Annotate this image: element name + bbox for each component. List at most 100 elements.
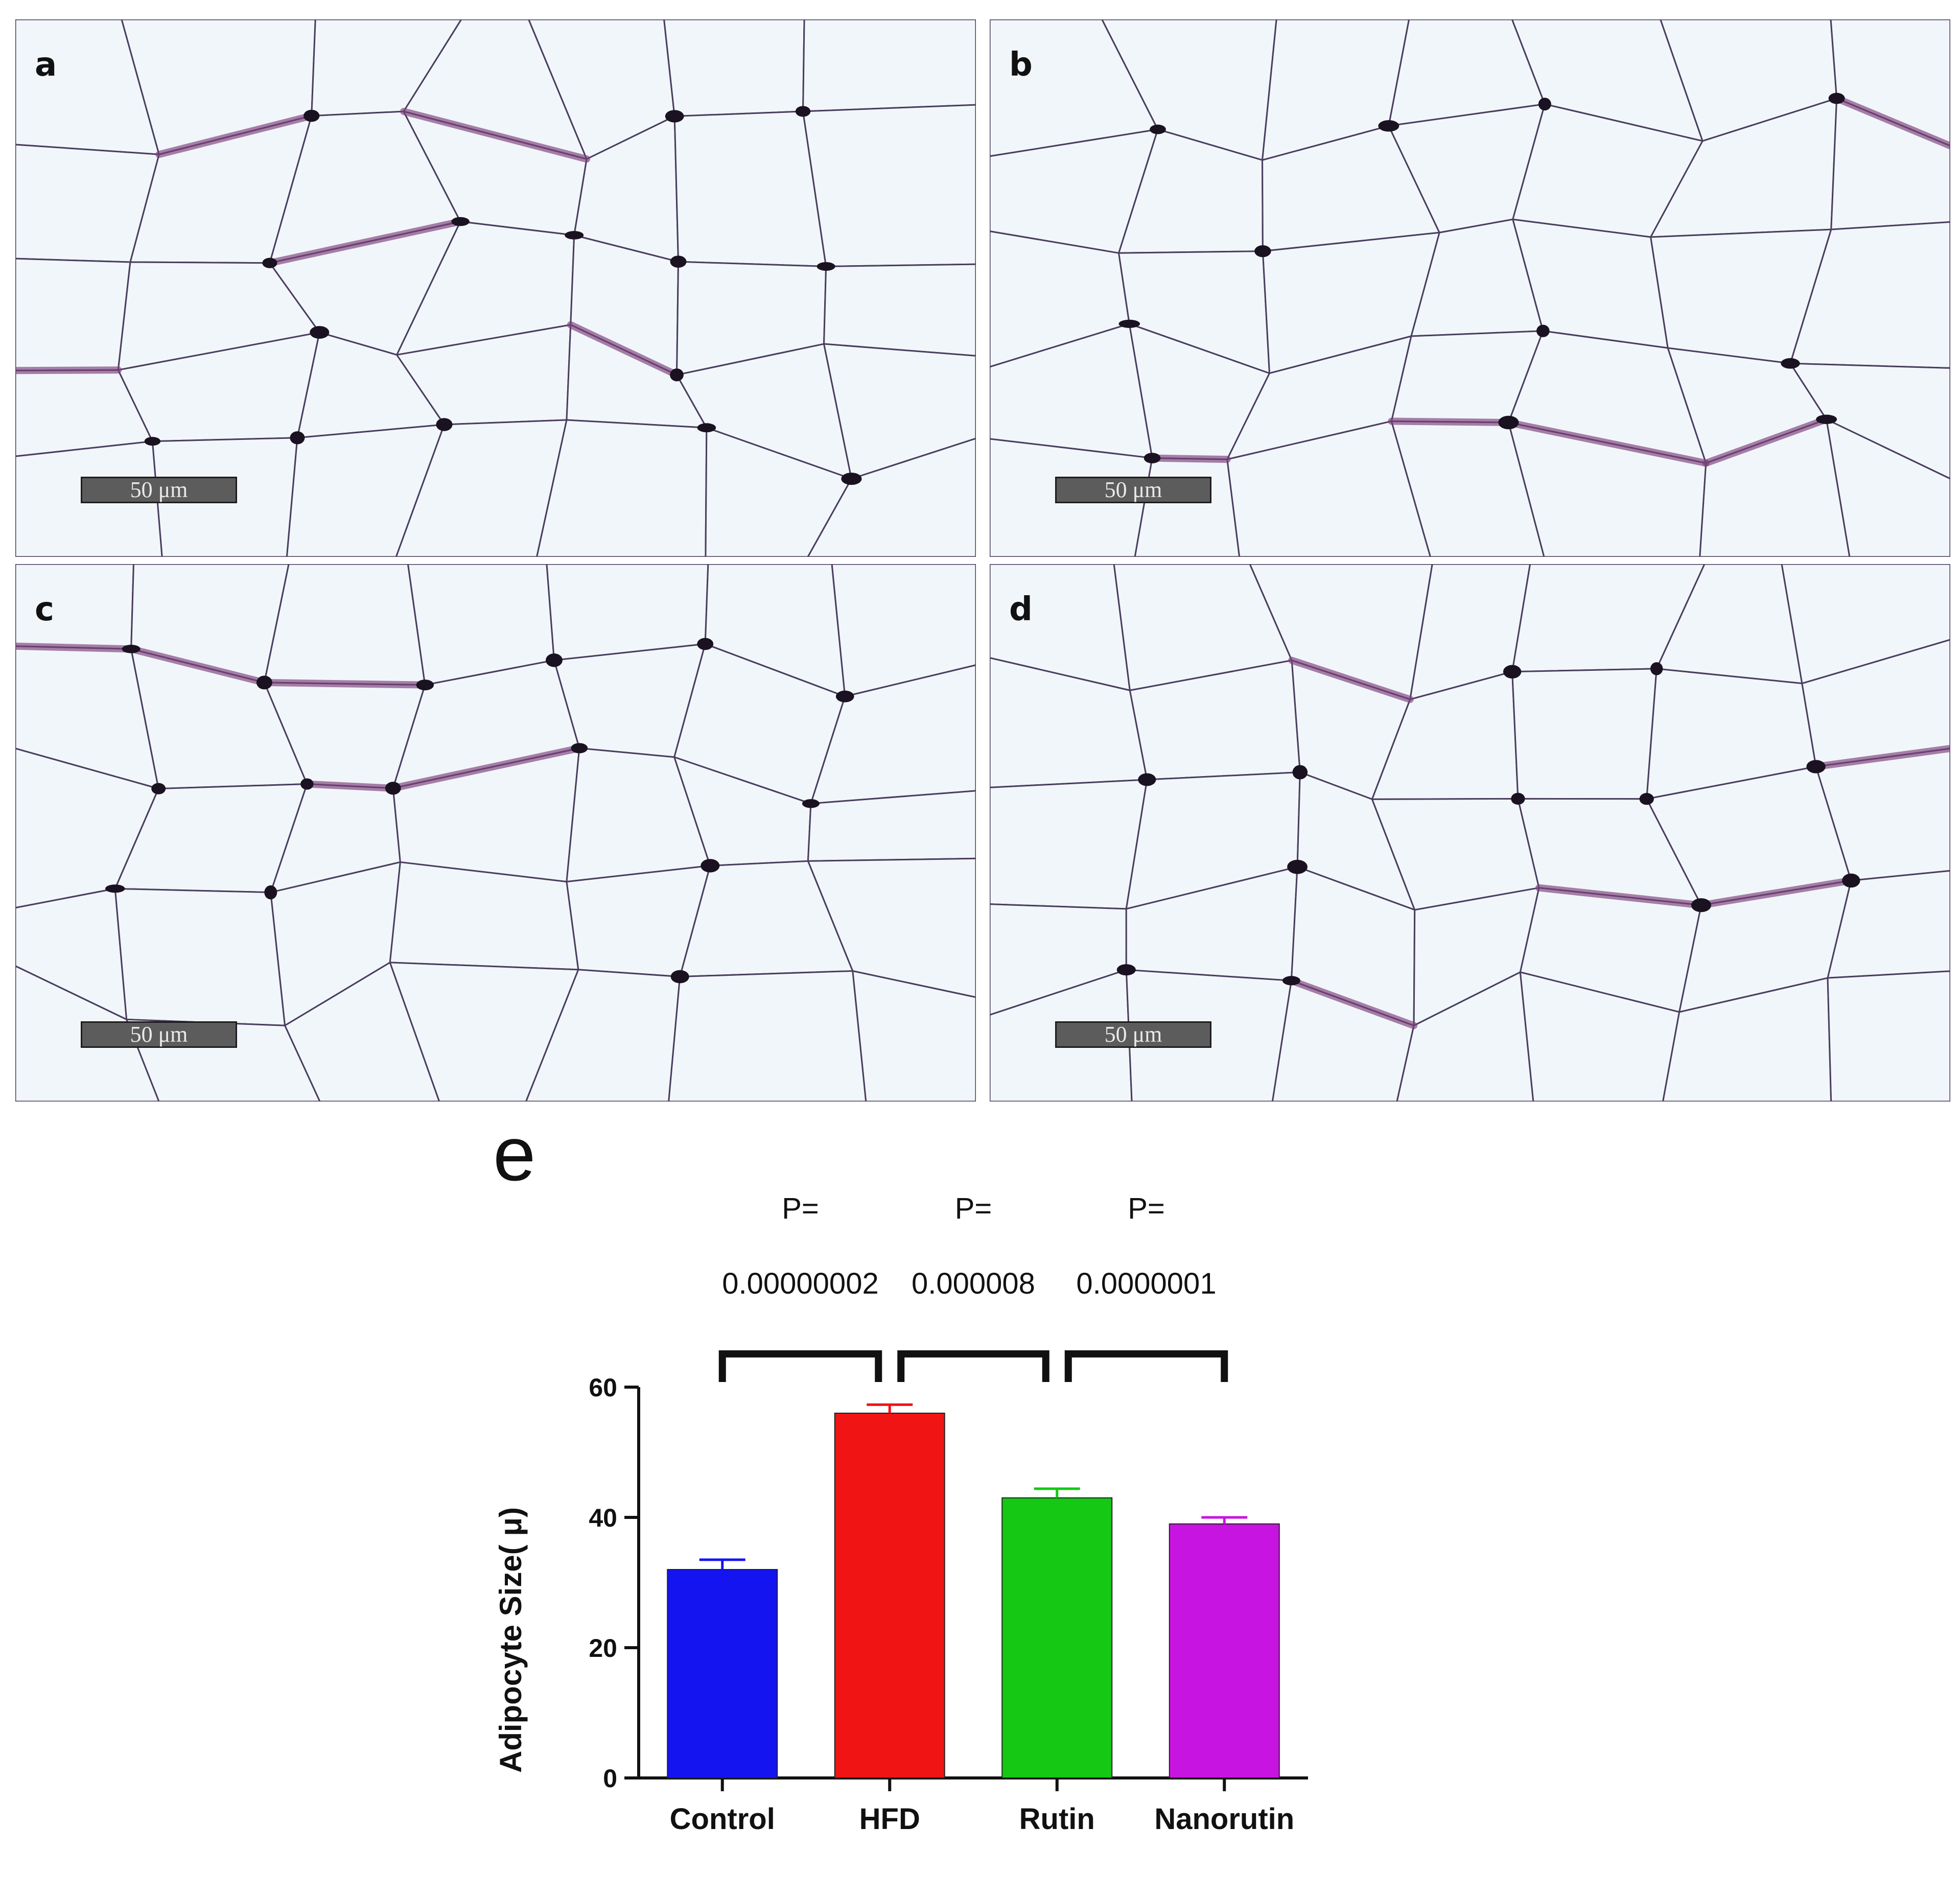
nucleus bbox=[701, 859, 720, 873]
nucleus bbox=[841, 473, 862, 485]
adipocyte-cell bbox=[663, 19, 805, 117]
nucleus bbox=[1538, 98, 1551, 111]
nucleus bbox=[1150, 124, 1166, 134]
bar-rutin bbox=[1001, 1497, 1113, 1778]
adipocyte-cell bbox=[1519, 971, 1681, 1102]
nucleus bbox=[571, 743, 588, 754]
nucleus bbox=[802, 799, 820, 808]
adipocyte-cell bbox=[389, 962, 579, 1102]
nucleus bbox=[105, 884, 125, 893]
adipocyte-cell bbox=[1830, 19, 1950, 147]
adipocyte-cell bbox=[536, 419, 708, 557]
stroma-strand bbox=[1388, 417, 1512, 426]
nucleus bbox=[290, 431, 305, 444]
nucleus bbox=[835, 690, 854, 702]
nucleus bbox=[697, 423, 716, 433]
nucleus bbox=[1842, 873, 1860, 888]
nucleus bbox=[300, 778, 314, 790]
nucleus bbox=[670, 970, 689, 983]
scale-bar-b: 50 μm bbox=[1055, 477, 1211, 503]
p-value: 0.00000002 bbox=[722, 1267, 878, 1300]
nucleus bbox=[144, 437, 161, 446]
nucleus bbox=[1282, 976, 1300, 986]
nucleus bbox=[1292, 765, 1308, 780]
adipocyte-cell bbox=[831, 564, 976, 697]
y-axis-label: Adipocyte Size( μ) bbox=[494, 1507, 528, 1773]
nucleus bbox=[1144, 453, 1161, 463]
nucleus bbox=[1650, 662, 1663, 675]
significance-bracket bbox=[1064, 1350, 1228, 1382]
adipocyte-cell bbox=[673, 110, 827, 267]
nucleus bbox=[436, 418, 453, 431]
nucleus bbox=[1116, 964, 1136, 976]
nucleus bbox=[795, 106, 811, 117]
adipocyte-cell bbox=[284, 962, 440, 1102]
panel-label-a: a bbox=[35, 46, 57, 84]
nucleus bbox=[1118, 319, 1140, 328]
stroma-strand bbox=[1702, 415, 1830, 467]
p-value: 0.000008 bbox=[912, 1267, 1035, 1300]
nucleus bbox=[1536, 324, 1550, 337]
y-axis: 0 20 40 60 bbox=[589, 1373, 640, 1793]
panel-label-d: d bbox=[1009, 591, 1033, 628]
adipocyte-cell bbox=[263, 564, 426, 686]
adipocyte-cell bbox=[1789, 362, 1950, 480]
adipocyte-cell bbox=[1781, 564, 1950, 685]
stroma-strand bbox=[127, 645, 268, 686]
nucleus bbox=[1806, 760, 1826, 774]
nucleus bbox=[1498, 415, 1519, 430]
nucleus bbox=[1511, 792, 1525, 805]
scale-bar-c: 50 μm bbox=[81, 1021, 237, 1048]
nucleus bbox=[304, 109, 320, 122]
stroma-strand bbox=[1535, 884, 1705, 909]
p-label: P= bbox=[955, 1192, 992, 1225]
adipose-tissue-image bbox=[990, 19, 1950, 557]
stroma-strand bbox=[155, 112, 315, 158]
panel-label-e: e bbox=[493, 1114, 535, 1197]
p-label: P= bbox=[782, 1192, 819, 1225]
x-tick-label: Control bbox=[670, 1802, 775, 1836]
adipocyte-cell bbox=[15, 564, 134, 650]
nucleus bbox=[1503, 665, 1522, 678]
stroma-strand bbox=[1812, 745, 1950, 770]
adipocyte-cell bbox=[807, 857, 976, 998]
bars bbox=[667, 1403, 1280, 1778]
nucleus bbox=[665, 110, 684, 123]
nucleus bbox=[1816, 414, 1837, 424]
adipocyte-cell bbox=[802, 19, 976, 112]
nucleus bbox=[1138, 773, 1156, 786]
y-tick-label: 40 bbox=[589, 1504, 617, 1532]
x-tick-label: Rutin bbox=[1019, 1802, 1095, 1836]
micrograph-panel-d: d 50 μm bbox=[990, 564, 1950, 1102]
stroma-strand bbox=[1149, 454, 1231, 463]
bar-control bbox=[667, 1569, 778, 1778]
adipocyte-cell bbox=[1396, 971, 1534, 1102]
adipocyte-cell bbox=[705, 427, 852, 557]
panel-label-c: c bbox=[35, 591, 54, 628]
nucleus bbox=[1254, 245, 1271, 257]
adipocyte-cell bbox=[823, 343, 976, 480]
adipocyte-cell bbox=[807, 437, 976, 557]
adipocyte-cell bbox=[1789, 221, 1950, 369]
adipocyte-cell bbox=[1662, 977, 1832, 1102]
nucleus bbox=[1828, 92, 1845, 104]
nucleus bbox=[451, 217, 470, 226]
micrograph-panel-a: a 50 μm bbox=[15, 19, 976, 557]
adipocyte-cell bbox=[807, 790, 976, 862]
adipocyte-cell bbox=[1226, 420, 1432, 557]
nucleus bbox=[670, 255, 687, 268]
adipocyte-cell bbox=[990, 779, 1148, 910]
nucleus bbox=[385, 782, 401, 795]
stroma-strand bbox=[1288, 977, 1418, 1029]
adipocyte-cell bbox=[1827, 970, 1950, 1102]
stroma-strand bbox=[389, 744, 583, 792]
nucleus bbox=[816, 262, 835, 271]
nucleus bbox=[1781, 358, 1800, 369]
nucleus bbox=[1691, 898, 1712, 912]
stroma-strand bbox=[1833, 95, 1950, 150]
significance-bracket bbox=[897, 1350, 1049, 1382]
nucleus bbox=[697, 638, 714, 650]
scale-bar-d: 50 μm bbox=[1055, 1021, 1211, 1048]
adipocyte-cell bbox=[395, 419, 568, 557]
adipocyte-cell bbox=[15, 257, 131, 371]
